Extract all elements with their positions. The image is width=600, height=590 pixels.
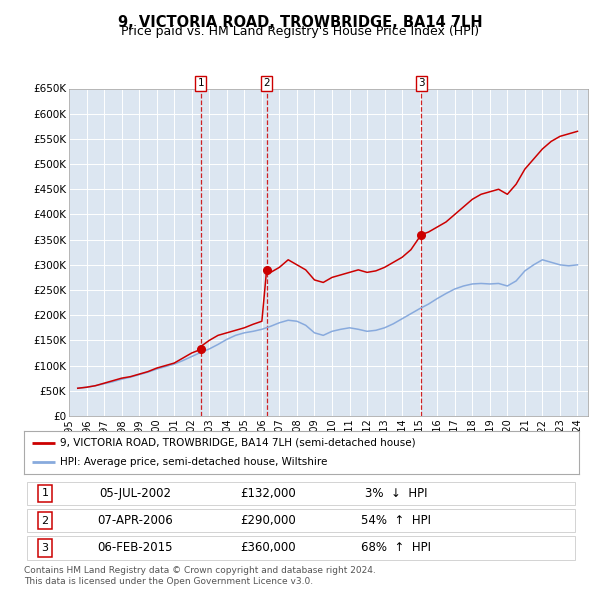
Text: HPI: Average price, semi-detached house, Wiltshire: HPI: Average price, semi-detached house,… xyxy=(60,457,328,467)
Text: £132,000: £132,000 xyxy=(241,487,296,500)
Text: 3%  ↓  HPI: 3% ↓ HPI xyxy=(365,487,427,500)
Text: 1: 1 xyxy=(41,489,49,498)
Text: 07-APR-2006: 07-APR-2006 xyxy=(97,514,173,527)
Text: 1: 1 xyxy=(197,78,204,88)
Text: 9, VICTORIA ROAD, TROWBRIDGE, BA14 7LH (semi-detached house): 9, VICTORIA ROAD, TROWBRIDGE, BA14 7LH (… xyxy=(60,438,416,448)
Text: 3: 3 xyxy=(41,543,49,553)
Text: 3: 3 xyxy=(418,78,425,88)
Text: Contains HM Land Registry data © Crown copyright and database right 2024.
This d: Contains HM Land Registry data © Crown c… xyxy=(24,566,376,586)
Text: Price paid vs. HM Land Registry's House Price Index (HPI): Price paid vs. HM Land Registry's House … xyxy=(121,25,479,38)
Text: 9, VICTORIA ROAD, TROWBRIDGE, BA14 7LH: 9, VICTORIA ROAD, TROWBRIDGE, BA14 7LH xyxy=(118,15,482,30)
Text: 68%  ↑  HPI: 68% ↑ HPI xyxy=(361,542,431,555)
Text: £360,000: £360,000 xyxy=(241,542,296,555)
Text: £290,000: £290,000 xyxy=(241,514,296,527)
Text: 54%  ↑  HPI: 54% ↑ HPI xyxy=(361,514,431,527)
Text: 2: 2 xyxy=(263,78,270,88)
Text: 05-JUL-2002: 05-JUL-2002 xyxy=(99,487,171,500)
Text: 2: 2 xyxy=(41,516,49,526)
Text: 06-FEB-2015: 06-FEB-2015 xyxy=(97,542,173,555)
